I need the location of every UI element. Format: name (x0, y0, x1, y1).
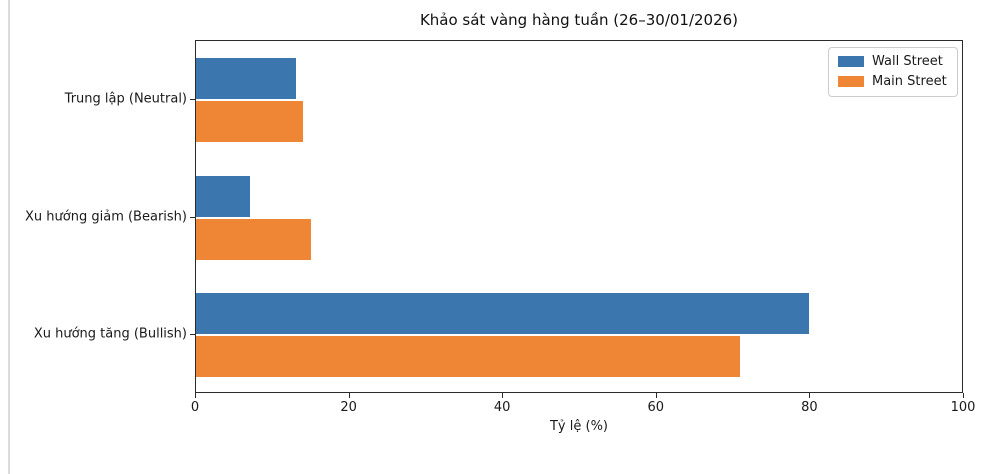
legend-swatch-icon (838, 76, 864, 87)
bar-main-street-1 (196, 218, 311, 260)
x-tick-label-4: 80 (801, 400, 818, 415)
x-tick-label-1: 20 (340, 400, 357, 415)
y-category-label-0: Trung lập (Neutral) (64, 91, 187, 107)
legend: Wall Street Main Street (828, 47, 958, 97)
y-tick-2 (190, 334, 195, 336)
bar-wall-street-2 (196, 293, 809, 335)
bar-wall-street-1 (196, 175, 250, 217)
legend-label: Wall Street (872, 54, 943, 69)
x-tick-1 (348, 393, 350, 398)
x-tick-label-2: 40 (493, 400, 511, 415)
x-tick-4 (809, 393, 811, 398)
x-tick-5 (963, 393, 964, 398)
page-edge-divider (8, 0, 10, 474)
y-tick-1 (190, 216, 195, 218)
bar-main-street-0 (196, 100, 304, 142)
legend-label: Main Street (872, 74, 947, 89)
x-axis-label: Tỷ lệ (%) (549, 419, 608, 434)
bar-wall-street-0 (196, 57, 296, 99)
x-tick-label-5: 100 (950, 400, 976, 415)
x-tick-0 (195, 393, 196, 398)
y-category-label-1: Xu hướng giảm (Bearish) (25, 209, 187, 224)
x-tick-2 (502, 393, 504, 398)
legend-item-main-street: Main Street (838, 74, 948, 89)
legend-item-wall-street: Wall Street (838, 54, 948, 69)
legend-swatch-icon (838, 56, 864, 67)
plot-area (195, 40, 963, 393)
x-tick-label-3: 60 (647, 400, 665, 415)
y-category-label-2: Xu hướng tăng (Bullish) (33, 326, 187, 342)
bar-main-street-2 (196, 336, 740, 378)
x-tick-label-0: 0 (190, 400, 200, 415)
y-tick-0 (190, 98, 195, 100)
x-tick-3 (655, 393, 657, 398)
chart-title: Khảo sát vàng hàng tuần (26–30/01/2026) (419, 11, 739, 29)
